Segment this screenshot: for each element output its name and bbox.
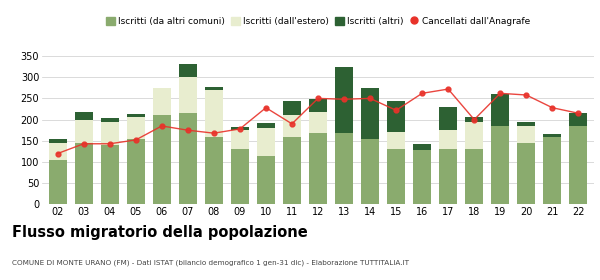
Bar	[49, 143, 67, 160]
Bar	[152, 115, 171, 204]
Bar	[543, 134, 562, 137]
Bar	[257, 123, 275, 128]
Bar	[231, 127, 249, 130]
Bar	[387, 132, 405, 149]
Bar	[179, 113, 197, 204]
Bar	[205, 90, 223, 137]
Bar	[283, 115, 301, 137]
Legend: Iscritti (da altri comuni), Iscritti (dall'estero), Iscritti (altri), Cancellati: Iscritti (da altri comuni), Iscritti (da…	[102, 13, 534, 29]
Bar	[309, 99, 327, 112]
Bar	[335, 133, 353, 204]
Bar	[179, 77, 197, 113]
Bar	[465, 122, 484, 149]
Bar	[49, 160, 67, 204]
Bar	[49, 139, 67, 143]
Bar	[127, 118, 145, 139]
Bar	[74, 120, 93, 143]
Bar	[517, 122, 535, 126]
Bar	[127, 139, 145, 204]
Bar	[569, 113, 587, 126]
Bar	[439, 107, 457, 130]
Text: COMUNE DI MONTE URANO (FM) - Dati ISTAT (bilancio demografico 1 gen-31 dic) - El: COMUNE DI MONTE URANO (FM) - Dati ISTAT …	[12, 259, 409, 265]
Bar	[257, 128, 275, 156]
Bar	[101, 122, 119, 145]
Bar	[413, 144, 431, 150]
Bar	[179, 64, 197, 77]
Bar	[491, 126, 509, 204]
Bar	[101, 145, 119, 204]
Bar	[283, 101, 301, 115]
Bar	[283, 137, 301, 204]
Bar	[387, 101, 405, 132]
Bar	[465, 118, 484, 122]
Text: Flusso migratorio della popolazione: Flusso migratorio della popolazione	[12, 225, 308, 241]
Bar	[387, 149, 405, 204]
Bar	[127, 114, 145, 118]
Bar	[543, 137, 562, 204]
Bar	[231, 149, 249, 204]
Bar	[309, 133, 327, 204]
Bar	[361, 139, 379, 204]
Bar	[361, 88, 379, 139]
Bar	[569, 126, 587, 204]
Bar	[205, 87, 223, 90]
Bar	[74, 143, 93, 204]
Bar	[465, 149, 484, 204]
Bar	[152, 88, 171, 115]
Bar	[101, 118, 119, 122]
Bar	[257, 156, 275, 204]
Bar	[231, 130, 249, 149]
Bar	[491, 94, 509, 126]
Bar	[335, 67, 353, 133]
Bar	[74, 112, 93, 120]
Bar	[439, 130, 457, 149]
Bar	[413, 150, 431, 204]
Bar	[439, 149, 457, 204]
Bar	[517, 143, 535, 204]
Bar	[309, 112, 327, 133]
Bar	[205, 137, 223, 204]
Bar	[517, 126, 535, 143]
